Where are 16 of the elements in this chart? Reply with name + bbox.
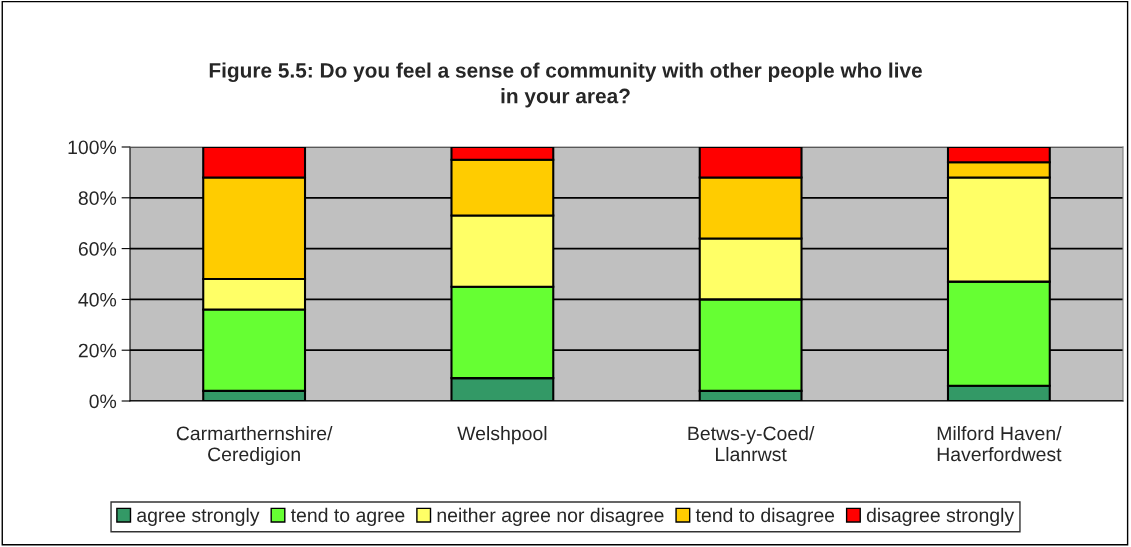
legend-label: tend to agree: [290, 507, 405, 526]
y-tick-label: 20%: [78, 343, 117, 358]
y-tick-label: 0%: [89, 394, 117, 409]
x-tick-label: Carmarthernshire/ Ceredigion: [176, 426, 333, 466]
legend-label: agree strongly: [137, 507, 260, 526]
chart-title: Figure 5.5: Do you feel a sense of community with other people who live in your area?: [209, 62, 922, 108]
legend-label: tend to disagree: [695, 507, 835, 526]
y-tick-label: 40%: [78, 292, 117, 307]
x-tick-label: Welshpool: [457, 426, 547, 445]
x-tick-label: Betws-y-Coed/ Llanrwst: [688, 426, 815, 462]
y-tick-label: 100%: [68, 140, 117, 155]
legend-label: disagree strongly: [866, 507, 1015, 526]
y-tick-label: 60%: [78, 242, 117, 256]
x-tick-label: Milford Haven/ Haverfordwest: [937, 426, 1062, 462]
legend-label: neither agree nor disagree: [437, 507, 664, 526]
y-tick-label: 80%: [78, 191, 117, 206]
